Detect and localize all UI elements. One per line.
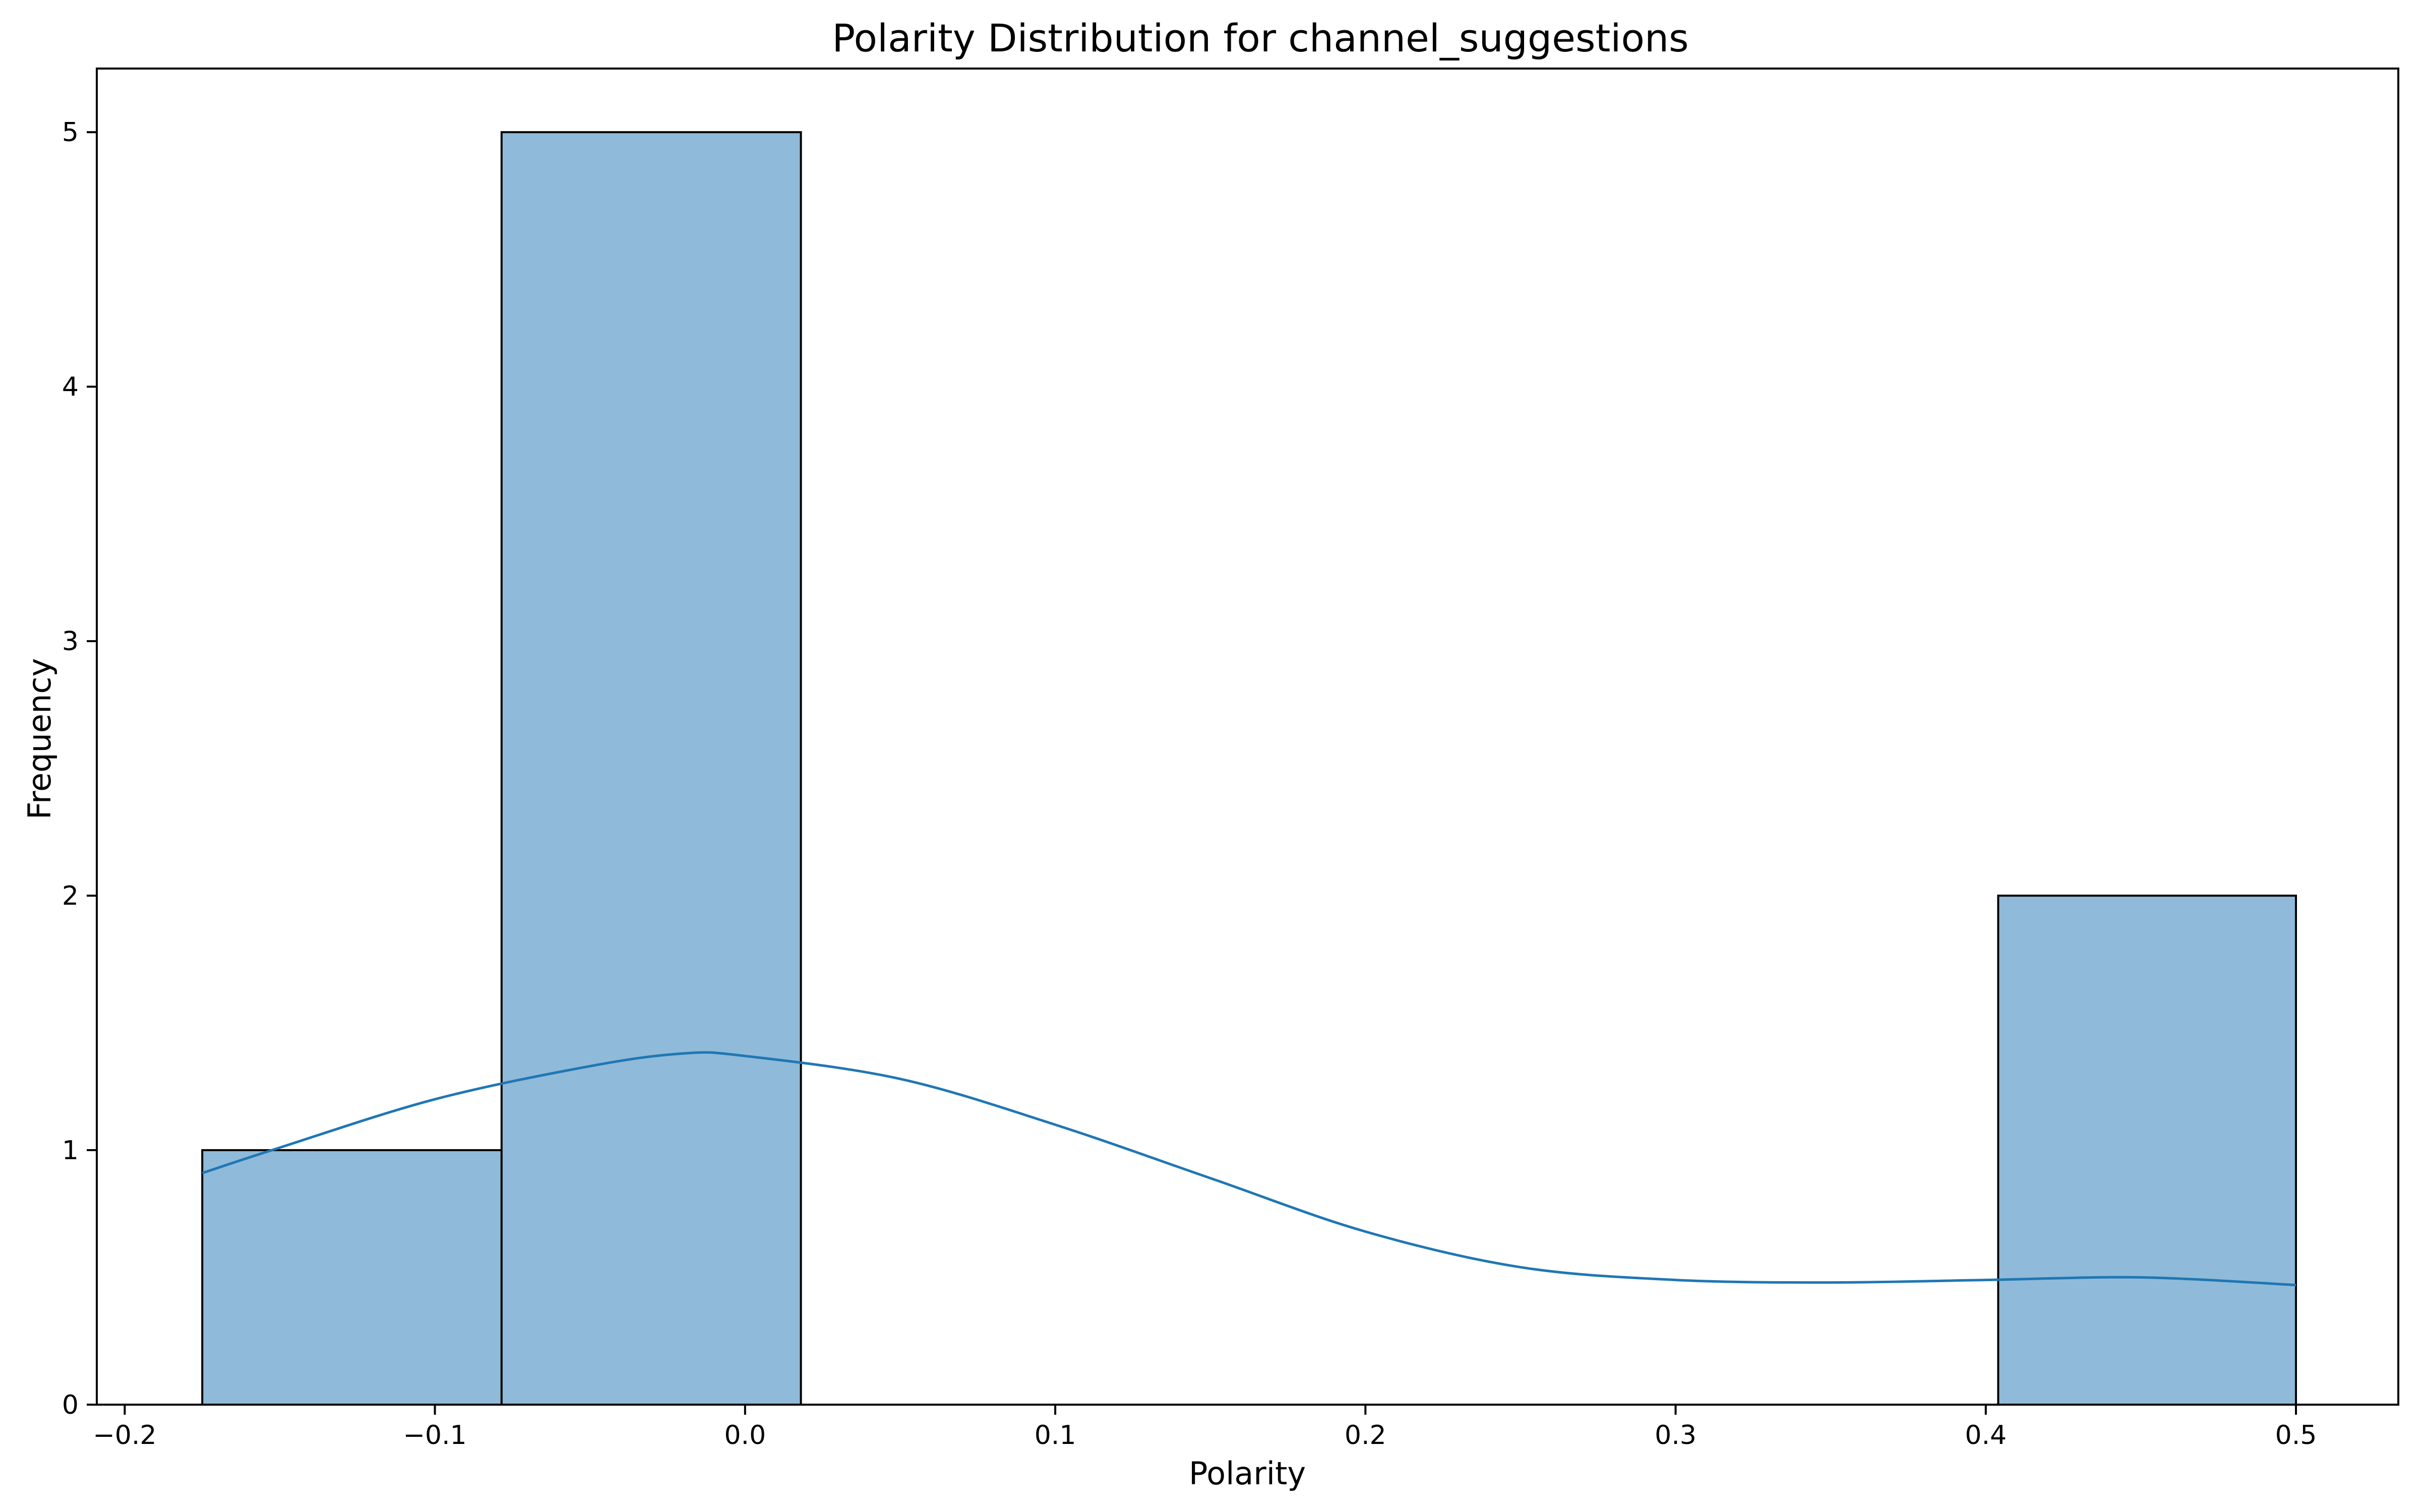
chart-title: Polarity Distribution for channel_sugges… bbox=[832, 16, 1688, 60]
kde-line bbox=[202, 1051, 2296, 1287]
x-axis-label: Polarity bbox=[1189, 1455, 1306, 1492]
x-tick-label: 0.5 bbox=[2275, 1420, 2317, 1451]
y-tick-label: 2 bbox=[62, 881, 79, 911]
y-tick-label: 3 bbox=[62, 626, 79, 657]
y-axis: 0 1 2 3 4 5 bbox=[62, 117, 97, 1420]
y-axis-label: Frequency bbox=[21, 658, 58, 820]
y-tick-label: 1 bbox=[62, 1136, 79, 1166]
histogram-bar-1 bbox=[500, 131, 802, 1406]
y-tick-label: 0 bbox=[62, 1390, 79, 1420]
x-tick-label: 0.4 bbox=[1965, 1420, 2007, 1451]
y-tick-label: 4 bbox=[62, 372, 79, 402]
x-axis: −0.2 −0.1 0.0 0.1 0.2 0.3 0.4 0.5 bbox=[93, 1405, 2317, 1451]
x-tick-label: −0.1 bbox=[403, 1420, 466, 1451]
histogram-bar-6 bbox=[1997, 895, 2297, 1406]
x-tick-label: 0.1 bbox=[1035, 1420, 1076, 1451]
bars-layer bbox=[201, 131, 2297, 1406]
plot-frame bbox=[96, 68, 2399, 1406]
x-tick-label: 0.0 bbox=[724, 1420, 766, 1451]
x-tick-label: 0.3 bbox=[1655, 1420, 1697, 1451]
y-tick-label: 5 bbox=[62, 117, 79, 148]
histogram-bar-0 bbox=[201, 1149, 503, 1406]
x-tick-label: 0.2 bbox=[1345, 1420, 1386, 1451]
x-tick-label: −0.2 bbox=[93, 1420, 156, 1451]
